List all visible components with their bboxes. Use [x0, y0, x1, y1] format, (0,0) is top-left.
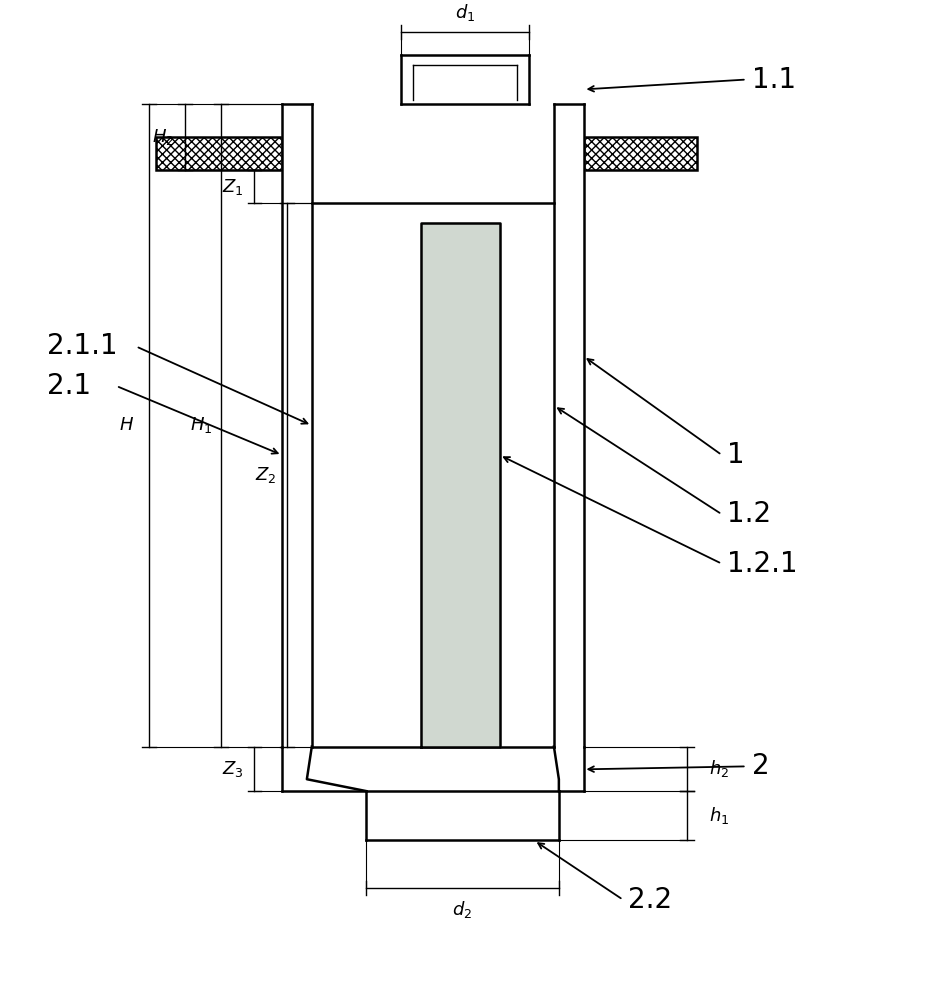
Text: 1: 1 — [727, 441, 744, 469]
Text: $d_2$: $d_2$ — [452, 899, 472, 920]
Text: 2.1.1: 2.1.1 — [47, 332, 118, 360]
Text: $H$: $H$ — [120, 416, 134, 434]
Text: 1.2: 1.2 — [727, 500, 771, 528]
Text: 2: 2 — [752, 752, 769, 780]
Text: 2.1: 2.1 — [47, 372, 91, 400]
Text: $Z_1$: $Z_1$ — [222, 177, 244, 197]
Text: $d_1$: $d_1$ — [455, 2, 476, 23]
Text: 1.1: 1.1 — [752, 66, 795, 94]
Polygon shape — [156, 137, 282, 170]
Text: $Z_2$: $Z_2$ — [255, 465, 276, 485]
Text: $Z_3$: $Z_3$ — [222, 759, 244, 779]
Text: $h_1$: $h_1$ — [709, 805, 730, 826]
Text: $H_2$: $H_2$ — [152, 127, 174, 147]
Text: 1.2.1: 1.2.1 — [727, 550, 797, 578]
Text: $h_2$: $h_2$ — [709, 758, 730, 779]
Polygon shape — [421, 223, 500, 747]
Text: $H_1$: $H_1$ — [190, 415, 212, 435]
Polygon shape — [584, 137, 697, 170]
Text: 2.2: 2.2 — [629, 886, 672, 914]
Polygon shape — [282, 104, 584, 747]
